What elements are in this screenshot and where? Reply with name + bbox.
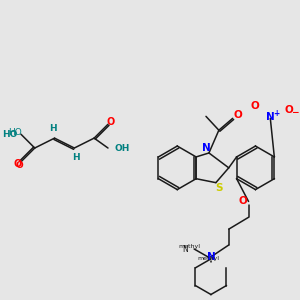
Text: OH: OH <box>115 143 130 152</box>
Text: H: H <box>49 124 56 133</box>
Text: N: N <box>202 143 210 153</box>
Text: methyl: methyl <box>197 256 219 261</box>
Text: N: N <box>182 245 188 254</box>
Text: −: − <box>291 108 299 117</box>
Text: O: O <box>233 110 242 120</box>
Text: HO: HO <box>2 130 18 139</box>
Text: methyl: methyl <box>178 244 200 248</box>
Text: O: O <box>285 105 293 116</box>
Text: +: + <box>273 109 279 118</box>
Text: N: N <box>266 112 275 122</box>
Text: H: H <box>73 153 80 162</box>
Text: O: O <box>107 117 115 127</box>
Text: O: O <box>238 196 247 206</box>
Text: O: O <box>250 101 259 112</box>
Text: O: O <box>15 161 23 170</box>
Text: HO: HO <box>8 128 22 137</box>
Text: N: N <box>206 252 215 262</box>
Text: S: S <box>215 183 223 193</box>
Text: O: O <box>14 159 22 169</box>
